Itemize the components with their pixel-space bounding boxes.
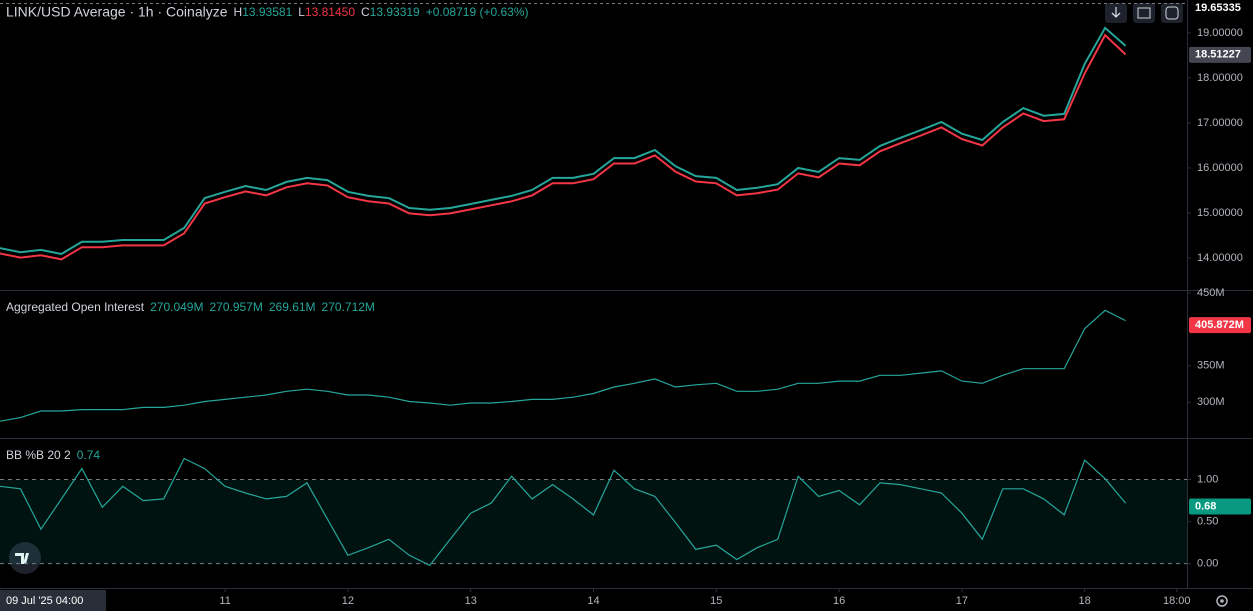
legend-value: 0.74 xyxy=(77,448,101,462)
legend-value: 270.957M xyxy=(209,300,262,314)
x-tick-label: 09 Jul '25 04:00 xyxy=(6,595,83,607)
toolbar xyxy=(1105,3,1183,23)
series-line xyxy=(0,457,1127,567)
legend-value: 270.712M xyxy=(322,300,375,314)
x-tick-label: 17 xyxy=(956,595,968,607)
price-tag-label: 0.68 xyxy=(1195,500,1216,512)
x-tick-label-box xyxy=(0,590,106,611)
price-tag-label: 405.872M xyxy=(1195,319,1244,331)
x-tick-label: 13 xyxy=(465,595,477,607)
legend-value: 13.81450 xyxy=(305,5,355,19)
band-fill xyxy=(0,479,1187,564)
series-line xyxy=(0,309,1126,422)
gear-icon xyxy=(1216,595,1228,607)
restore-icon xyxy=(1165,6,1179,20)
y-tick-label: 14.00000 xyxy=(1197,252,1243,264)
maximize-icon xyxy=(1137,7,1151,19)
price-tag xyxy=(1189,46,1251,63)
y-tick-label: 0.00 xyxy=(1197,558,1218,570)
legend-value: 13.93319 xyxy=(370,5,420,19)
x-tick-label: 15 xyxy=(710,595,722,607)
legend-label: C xyxy=(361,5,370,19)
maximize-button[interactable] xyxy=(1133,3,1155,23)
y-tick-label: 15.00000 xyxy=(1197,207,1243,219)
x-tick-label: 18 xyxy=(1079,595,1091,607)
arrow-icon xyxy=(1111,7,1121,18)
legend-value: 270.049M xyxy=(150,300,203,314)
legend-value: 269.61M xyxy=(269,300,316,314)
price-tag xyxy=(1189,498,1251,515)
y-tick-label: 0.50 xyxy=(1197,516,1218,528)
x-tick-label: 16 xyxy=(833,595,845,607)
x-tick-label: 14 xyxy=(587,595,599,607)
y-tick-label: 17.00000 xyxy=(1197,117,1243,129)
y-tick-label: 450M xyxy=(1197,287,1225,299)
series-line xyxy=(0,33,1127,261)
legend-label: H xyxy=(234,5,243,19)
legend-label: L xyxy=(298,5,305,19)
settings[interactable] xyxy=(1216,595,1228,607)
price-tag xyxy=(1189,0,1251,16)
x-tick-label: 12 xyxy=(342,595,354,607)
y-tick-label: 350M xyxy=(1197,360,1225,372)
y-tick-label: 19.00000 xyxy=(1197,27,1243,39)
pane-title: LINK/USD Average · 1h · Coinalyze xyxy=(6,4,228,20)
legend-value: 13.93581 xyxy=(242,5,292,19)
logo-mark xyxy=(15,553,29,564)
price-tag-label: 18.51227 xyxy=(1195,49,1241,61)
y-tick-label: 1.00 xyxy=(1197,473,1218,485)
x-tick-label: 18:00 xyxy=(1163,595,1191,607)
y-tick-label: 300M xyxy=(1197,396,1225,408)
price-tag xyxy=(1189,317,1251,334)
restore-button[interactable] xyxy=(1161,3,1183,23)
y-tick-label: 18.00000 xyxy=(1197,72,1243,84)
pane-title: BB %B 20 2 xyxy=(6,448,71,462)
x-tick-label: 11 xyxy=(219,595,230,607)
pane-title: Aggregated Open Interest xyxy=(6,300,145,314)
logo xyxy=(9,542,41,574)
series-line xyxy=(0,26,1127,256)
legend-value: +0.08719 (+0.63%) xyxy=(426,5,529,19)
y-tick-label: 16.00000 xyxy=(1197,162,1243,174)
gear-center xyxy=(1220,599,1224,603)
price-tag-label: 19.65335 xyxy=(1195,2,1241,14)
